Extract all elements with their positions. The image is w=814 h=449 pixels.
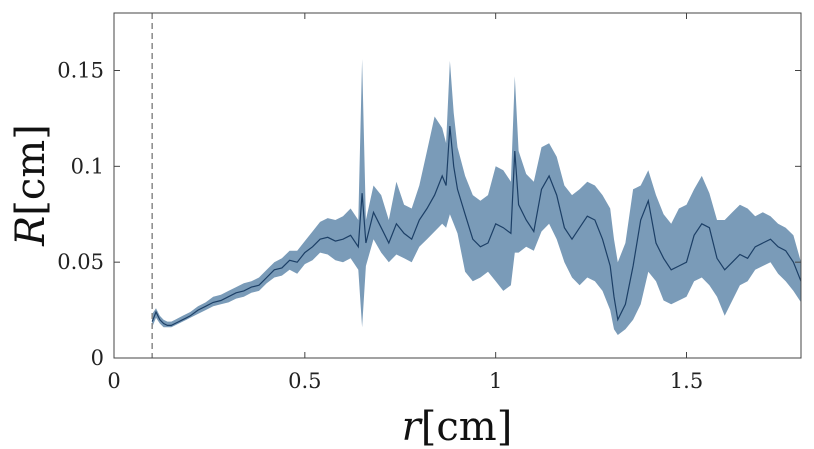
confidence-band (152, 59, 801, 335)
x-tick-label: 1 (489, 369, 502, 393)
x-axis-label: r[cm] (402, 404, 513, 449)
mean-series-line (151, 126, 802, 326)
x-axis-variable: r (402, 404, 424, 449)
y-axis-label: R[cm] (8, 124, 54, 247)
x-tick-label: 1.5 (670, 369, 703, 393)
x-axis-unit: [cm] (421, 404, 513, 449)
x-tick-label: 0.5 (288, 369, 321, 393)
y-tick-label: 0.15 (57, 59, 104, 83)
y-tick-label: 0.1 (71, 154, 104, 178)
confidence-band-layer (152, 59, 801, 335)
mean-line-layer (151, 126, 802, 326)
y-axis-unit: [cm] (8, 124, 54, 216)
y-tick-label: 0 (91, 346, 104, 370)
axes-box (113, 12, 802, 359)
tick-layer: 0 0.5 1 1.5 0 0.05 0.1 0.15 (57, 13, 801, 393)
y-axis-variable: R (8, 216, 54, 247)
x-tick-label: 0 (107, 369, 120, 393)
y-tick-label: 0.05 (57, 250, 104, 274)
